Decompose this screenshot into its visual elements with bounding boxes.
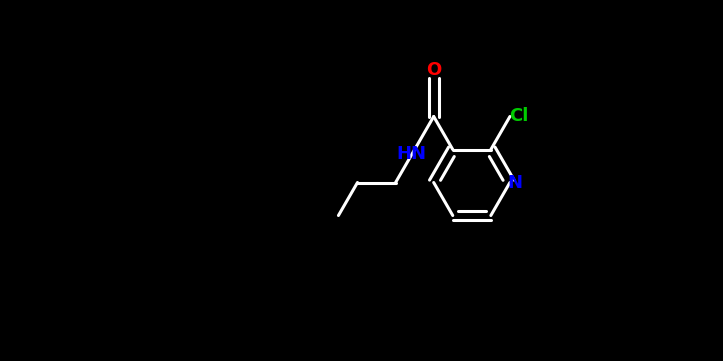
Text: O: O	[426, 61, 441, 79]
Text: N: N	[508, 174, 523, 191]
Text: Cl: Cl	[509, 107, 529, 125]
Text: HN: HN	[396, 145, 427, 163]
